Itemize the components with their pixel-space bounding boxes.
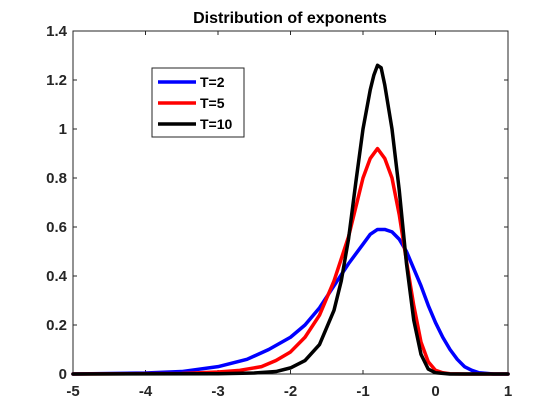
x-tick-label: -1 xyxy=(356,383,369,400)
x-tick-label: 1 xyxy=(504,383,512,400)
legend-label: T=10 xyxy=(200,116,233,132)
x-tick-label: -5 xyxy=(66,383,79,400)
y-tick-label: 1.2 xyxy=(46,72,67,89)
y-tick-label: 1 xyxy=(59,121,67,138)
axes-box xyxy=(72,30,509,375)
x-tick-label: -2 xyxy=(284,383,297,400)
x-tick-label: -3 xyxy=(211,383,224,400)
y-tick-label: 0.8 xyxy=(46,170,67,187)
series-line-t-10 xyxy=(71,63,510,376)
y-tick-label: 0.2 xyxy=(46,317,67,334)
y-tick-label: 0.6 xyxy=(46,219,67,236)
chart-title: Distribution of exponents xyxy=(193,10,387,27)
legend-label: T=5 xyxy=(200,95,225,111)
legend-label: T=2 xyxy=(200,74,225,90)
x-tick-label: 0 xyxy=(431,383,439,400)
y-tick-label: 1.4 xyxy=(46,23,68,40)
plot-area: -5 -4 -3 -2 -1 0 1 0 0.2 0.4 0.6 0.8 1 1.2 1.4 T=2 T=5 T=… xyxy=(46,23,512,400)
x-tick-label: -4 xyxy=(139,383,153,400)
y-tick-label: 0.4 xyxy=(46,268,68,285)
y-tick-label: 0 xyxy=(59,366,67,383)
series-line-t-5 xyxy=(71,146,510,376)
series-line-t-2 xyxy=(71,227,510,376)
